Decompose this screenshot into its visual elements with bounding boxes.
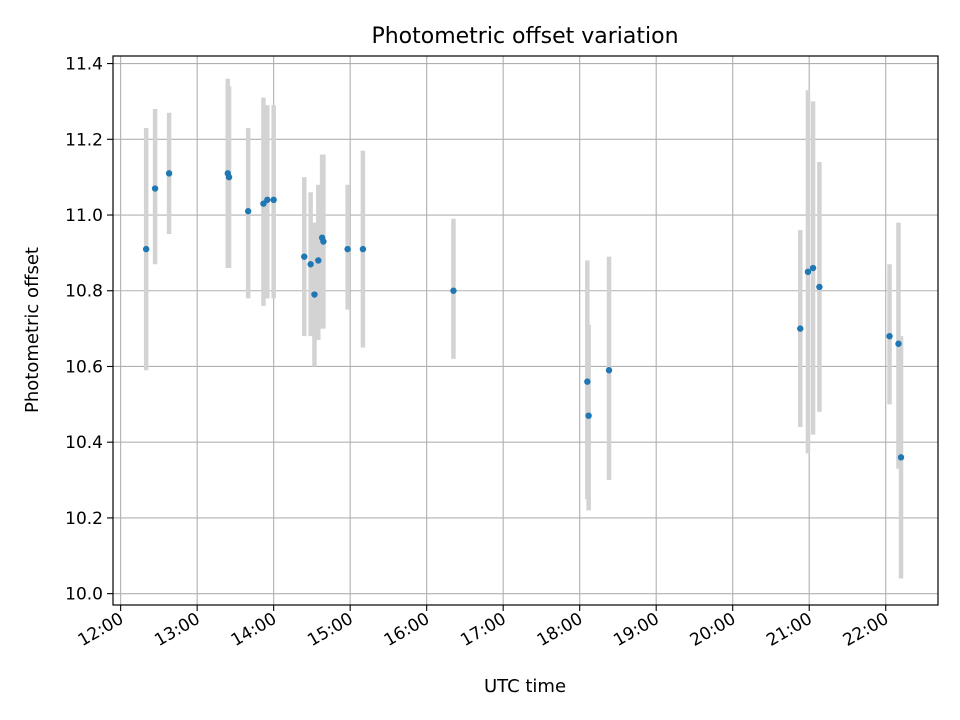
data-point — [584, 378, 591, 385]
y-tick-label: 11.2 — [65, 130, 103, 150]
x-axis-ticks: 12:00 13:00 14:00 15:00 16:00 17:00 18:00 19:00… — [75, 605, 892, 651]
plot-frame — [112, 55, 939, 606]
x-tick-label: 19:00 — [610, 609, 662, 651]
data-point — [344, 245, 351, 253]
data-point — [585, 412, 592, 419]
data-point — [244, 208, 252, 215]
x-tick-label: 14:00 — [228, 609, 280, 651]
data-point — [151, 185, 159, 192]
x-axis-label: UTC time — [484, 676, 566, 697]
data-point — [270, 196, 277, 204]
x-tick-label: 16:00 — [381, 609, 433, 651]
data-points — [142, 170, 905, 461]
x-tick-label: 12:00 — [75, 609, 127, 651]
y-tick-label: 10.0 — [65, 585, 103, 605]
data-point — [895, 340, 902, 347]
y-tick-label: 10.8 — [65, 282, 103, 302]
data-point — [311, 291, 318, 298]
y-tick-label: 10.6 — [65, 357, 103, 377]
y-axis-ticks: 10.0 10.2 10.4 10.6 10.8 11.0 11.2 11.4 — [65, 55, 113, 605]
data-point — [886, 332, 893, 340]
data-point — [359, 245, 367, 253]
data-point — [315, 257, 322, 264]
data-point — [301, 253, 308, 260]
y-tick-label: 11.0 — [65, 206, 103, 226]
data-point — [605, 367, 613, 374]
data-point — [307, 261, 314, 268]
data-point — [809, 264, 817, 272]
x-tick-label: 18:00 — [534, 609, 586, 651]
chart-title: Photometric offset variation — [371, 24, 678, 49]
data-point — [320, 238, 327, 245]
data-point — [450, 287, 457, 294]
x-tick-label: 17:00 — [457, 609, 509, 651]
data-point — [797, 325, 804, 332]
y-axis-label: Photometric offset — [22, 247, 43, 413]
x-tick-label: 15:00 — [304, 609, 356, 651]
x-tick-label: 20:00 — [687, 609, 739, 651]
data-point — [165, 170, 173, 177]
y-tick-label: 10.4 — [65, 433, 103, 453]
data-point — [142, 245, 150, 253]
x-tick-label: 22:00 — [840, 609, 892, 651]
data-point — [804, 268, 812, 276]
x-tick-label: 21:00 — [763, 609, 815, 651]
data-point — [225, 173, 233, 181]
x-tick-label: 13:00 — [151, 609, 203, 651]
y-tick-label: 10.2 — [65, 509, 103, 529]
data-point — [897, 454, 905, 461]
data-point — [264, 196, 271, 204]
data-point — [816, 283, 823, 291]
y-tick-label: 11.4 — [65, 55, 103, 75]
